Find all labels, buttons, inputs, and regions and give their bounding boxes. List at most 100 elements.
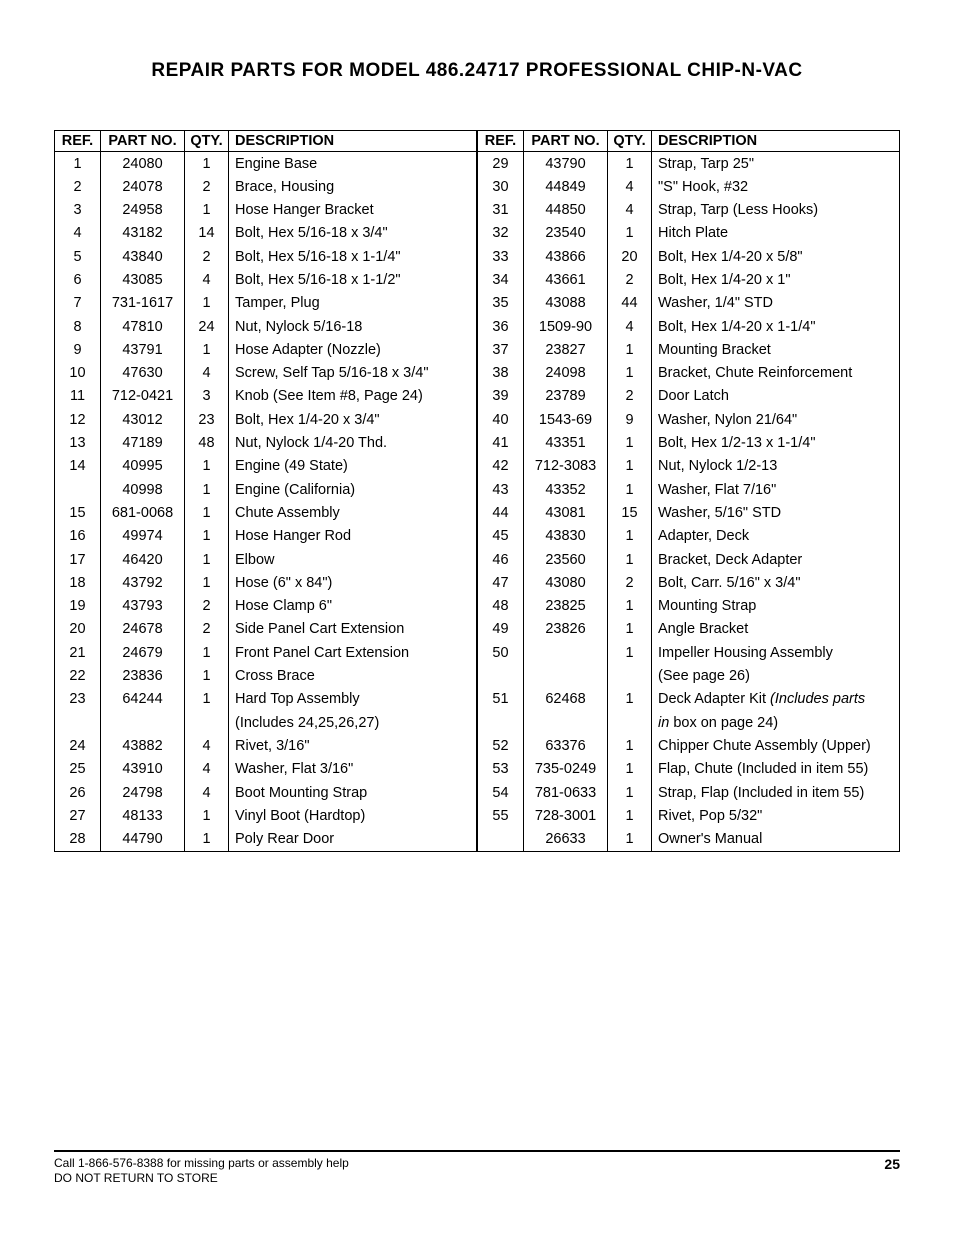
cell-part: 781-0633 bbox=[524, 781, 608, 804]
table-row: 22238361Cross Brace bbox=[55, 665, 477, 688]
table-row: 29437901Strap, Tarp 25" bbox=[478, 152, 900, 176]
table-row: 25439104Washer, Flat 3/16" bbox=[55, 758, 477, 781]
cell-desc: Chute Assembly bbox=[229, 501, 477, 524]
cell-part bbox=[101, 711, 185, 734]
footer-line1: Call 1-866-576-8388 for missing parts or… bbox=[54, 1156, 349, 1172]
cell-qty: 2 bbox=[185, 245, 229, 268]
cell-qty: 2 bbox=[608, 385, 652, 408]
cell-qty: 1 bbox=[185, 525, 229, 548]
cell-ref: 41 bbox=[478, 432, 524, 455]
cell-ref: 35 bbox=[478, 292, 524, 315]
cell-desc: Rivet, 3/16" bbox=[229, 734, 477, 757]
cell-part: 43792 bbox=[101, 571, 185, 594]
cell-qty: 1 bbox=[185, 199, 229, 222]
cell-ref: 42 bbox=[478, 455, 524, 478]
table-row: 444308115Washer, 5/16" STD bbox=[478, 501, 900, 524]
cell-desc: Washer, 1/4" STD bbox=[652, 292, 900, 315]
cell-qty: 1 bbox=[608, 804, 652, 827]
table-row: 5438402Bolt, Hex 5/16-18 x 1-1/4" bbox=[55, 245, 477, 268]
table-row: 14409951Engine (49 State) bbox=[55, 455, 477, 478]
cell-ref: 26 bbox=[55, 781, 101, 804]
cell-part: 24958 bbox=[101, 199, 185, 222]
table-row: 54781-06331Strap, Flap (Included in item… bbox=[478, 781, 900, 804]
cell-part: 712-0421 bbox=[101, 385, 185, 408]
cell-qty: 1 bbox=[608, 338, 652, 361]
cell-qty: 1 bbox=[185, 828, 229, 852]
cell-ref: 53 bbox=[478, 758, 524, 781]
cell-desc: Adapter, Deck bbox=[652, 525, 900, 548]
table-header-row: REF. PART NO. QTY. DESCRIPTION bbox=[478, 131, 900, 152]
table-row: 48238251Mounting Strap bbox=[478, 595, 900, 618]
table-row: 43433521Washer, Flat 7/16" bbox=[478, 478, 900, 501]
cell-ref: 5 bbox=[55, 245, 101, 268]
cell-qty: 1 bbox=[608, 548, 652, 571]
cell-ref: 7 bbox=[55, 292, 101, 315]
table-row: 31448504Strap, Tarp (Less Hooks) bbox=[478, 199, 900, 222]
cell-qty: 1 bbox=[608, 478, 652, 501]
table-row: 32235401Hitch Plate bbox=[478, 222, 900, 245]
cell-desc: Mounting Bracket bbox=[652, 338, 900, 361]
cell-desc: Vinyl Boot (Hardtop) bbox=[229, 804, 477, 827]
table-row: 21246791Front Panel Cart Extension bbox=[55, 641, 477, 664]
cell-part: 48133 bbox=[101, 804, 185, 827]
cell-ref: 34 bbox=[478, 268, 524, 291]
table-row: 27481331Vinyl Boot (Hardtop) bbox=[55, 804, 477, 827]
cell-part: 43351 bbox=[524, 432, 608, 455]
cell-desc: Deck Adapter Kit (Includes parts bbox=[652, 688, 900, 711]
header-qty: QTY. bbox=[185, 131, 229, 152]
cell-desc: Engine (California) bbox=[229, 478, 477, 501]
parts-table-left: REF. PART NO. QTY. DESCRIPTION 1240801En… bbox=[54, 130, 477, 852]
cell-ref: 55 bbox=[478, 804, 524, 827]
table-row: 409981Engine (California) bbox=[55, 478, 477, 501]
cell-desc: Nut, Nylock 5/16-18 bbox=[229, 315, 477, 338]
cell-qty: 1 bbox=[185, 641, 229, 664]
table-row: 47430802Bolt, Carr. 5/16" x 3/4" bbox=[478, 571, 900, 594]
cell-ref: 40 bbox=[478, 408, 524, 431]
table-row: 45438301Adapter, Deck bbox=[478, 525, 900, 548]
cell-part: 728-3001 bbox=[524, 804, 608, 827]
cell-qty: 1 bbox=[608, 362, 652, 385]
cell-part: 23836 bbox=[101, 665, 185, 688]
cell-ref: 28 bbox=[55, 828, 101, 852]
table-row: 41433511Bolt, Hex 1/2-13 x 1-1/4" bbox=[478, 432, 900, 455]
cell-part: 43840 bbox=[101, 245, 185, 268]
table-row: 46235601Bracket, Deck Adapter bbox=[478, 548, 900, 571]
cell-qty: 9 bbox=[608, 408, 652, 431]
cell-ref: 11 bbox=[55, 385, 101, 408]
cell-part: 63376 bbox=[524, 734, 608, 757]
cell-qty: 1 bbox=[185, 501, 229, 524]
cell-ref: 23 bbox=[55, 688, 101, 711]
cell-ref: 39 bbox=[478, 385, 524, 408]
cell-desc: Mounting Strap bbox=[652, 595, 900, 618]
cell-qty: 4 bbox=[185, 781, 229, 804]
cell-part: 24078 bbox=[101, 175, 185, 198]
table-row: 84781024Nut, Nylock 5/16-18 bbox=[55, 315, 477, 338]
cell-part: 43790 bbox=[524, 152, 608, 176]
table-row: 266331Owner's Manual bbox=[478, 828, 900, 852]
cell-qty: 1 bbox=[608, 618, 652, 641]
footer-text: Call 1-866-576-8388 for missing parts or… bbox=[54, 1156, 349, 1187]
cell-qty: 1 bbox=[608, 595, 652, 618]
cell-ref: 9 bbox=[55, 338, 101, 361]
cell-desc: Washer, Nylon 21/64" bbox=[652, 408, 900, 431]
cell-part: 49974 bbox=[101, 525, 185, 548]
header-part: PART NO. bbox=[524, 131, 608, 152]
cell-ref: 29 bbox=[478, 152, 524, 176]
cell-desc: Bolt, Hex 1/4-20 x 3/4" bbox=[229, 408, 477, 431]
cell-desc: (See page 26) bbox=[652, 665, 900, 688]
table-row: 20246782Side Panel Cart Extension bbox=[55, 618, 477, 641]
cell-desc: Screw, Self Tap 5/16-18 x 3/4" bbox=[229, 362, 477, 385]
cell-ref: 3 bbox=[55, 199, 101, 222]
cell-part: 43830 bbox=[524, 525, 608, 548]
parts-tables: REF. PART NO. QTY. DESCRIPTION 1240801En… bbox=[54, 130, 900, 852]
cell-desc: Strap, Tarp (Less Hooks) bbox=[652, 199, 900, 222]
cell-qty: 4 bbox=[185, 758, 229, 781]
cell-part: 23826 bbox=[524, 618, 608, 641]
cell-desc: Washer, 5/16" STD bbox=[652, 501, 900, 524]
cell-desc: (Includes 24,25,26,27) bbox=[229, 711, 477, 734]
cell-qty: 1 bbox=[185, 478, 229, 501]
table-row: 19437932Hose Clamp 6" bbox=[55, 595, 477, 618]
cell-ref: 14 bbox=[55, 455, 101, 478]
cell-part: 24098 bbox=[524, 362, 608, 385]
table-row: (See page 26) bbox=[478, 665, 900, 688]
